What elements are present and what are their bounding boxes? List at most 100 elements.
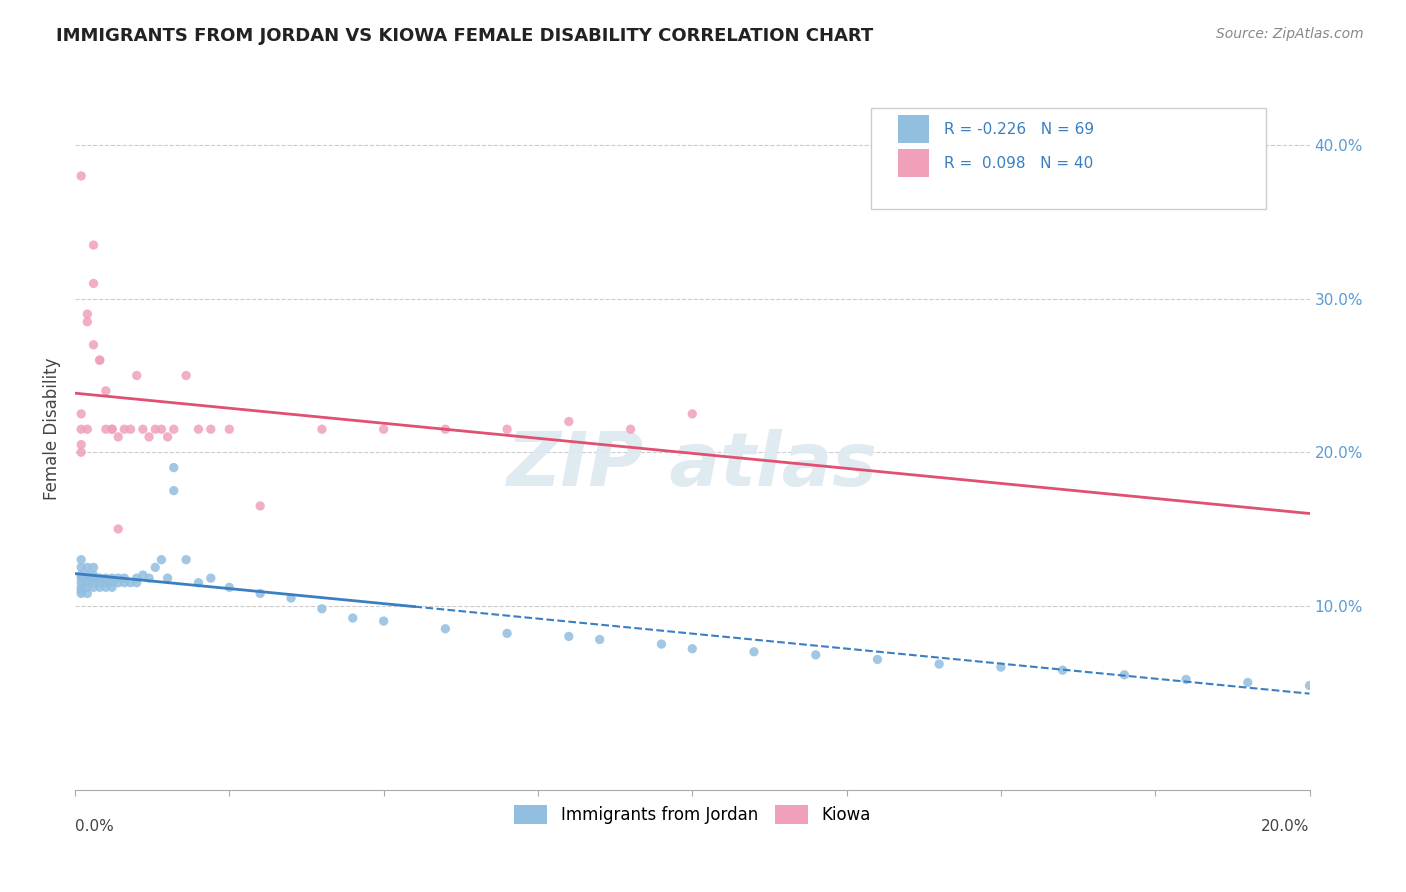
FancyBboxPatch shape (898, 115, 929, 143)
Point (218, 422, 240, 436)
Point (249, 499, 271, 513)
Y-axis label: Female Disability: Female Disability (44, 358, 60, 500)
Point (619, 422, 641, 436)
Point (1236, 675, 1258, 690)
Point (496, 626, 519, 640)
Point (89, 580, 111, 594)
Point (1052, 663, 1074, 677)
Point (107, 571, 129, 585)
Point (83, 571, 105, 585)
Point (496, 422, 519, 436)
Text: 20.0%: 20.0% (1261, 819, 1309, 834)
Point (163, 460, 186, 475)
Point (132, 568, 155, 582)
Point (218, 580, 240, 594)
Point (101, 422, 124, 436)
Point (174, 552, 197, 566)
Point (76, 422, 98, 436)
Point (101, 580, 124, 594)
Point (373, 614, 395, 628)
Point (101, 575, 124, 590)
Point (83, 238, 105, 252)
Point (143, 560, 166, 574)
Point (558, 629, 581, 643)
Point (89, 575, 111, 590)
Point (70, 560, 93, 574)
Point (928, 657, 950, 671)
Point (156, 430, 179, 444)
Text: Source: ZipAtlas.com: Source: ZipAtlas.com (1216, 27, 1364, 41)
Point (681, 407, 703, 421)
Text: R =  0.098   N = 40: R = 0.098 N = 40 (943, 155, 1094, 170)
Point (76, 575, 98, 590)
Point (70, 583, 93, 598)
Text: ZIP atlas: ZIP atlas (506, 429, 877, 502)
Point (138, 430, 160, 444)
Point (112, 422, 135, 436)
Point (311, 602, 333, 616)
Point (70, 407, 93, 421)
Point (89, 353, 111, 368)
Point (143, 422, 166, 436)
Point (70, 445, 93, 459)
Point (132, 422, 155, 436)
Point (558, 415, 581, 429)
Point (70, 422, 93, 436)
Text: 0.0%: 0.0% (75, 819, 114, 834)
Point (650, 637, 672, 651)
Point (107, 522, 129, 536)
Point (174, 368, 197, 383)
Point (94, 422, 117, 436)
Point (120, 575, 142, 590)
Point (89, 353, 111, 368)
Point (280, 591, 302, 605)
Point (83, 560, 105, 574)
Point (1360, 683, 1382, 698)
Point (742, 645, 765, 659)
Point (76, 580, 98, 594)
Point (70, 571, 93, 585)
Point (125, 368, 148, 383)
Point (342, 611, 364, 625)
Point (150, 422, 173, 436)
Point (70, 437, 93, 451)
Point (200, 422, 222, 436)
Point (70, 568, 93, 582)
Point (94, 571, 117, 585)
Point (125, 575, 148, 590)
Point (89, 571, 111, 585)
Point (76, 560, 98, 574)
Point (589, 632, 612, 647)
Point (76, 568, 98, 582)
Point (94, 580, 117, 594)
Point (70, 586, 93, 600)
FancyBboxPatch shape (872, 108, 1267, 210)
Point (107, 575, 129, 590)
Point (112, 571, 135, 585)
Point (1298, 679, 1320, 693)
Point (83, 277, 105, 291)
Point (101, 422, 124, 436)
Point (187, 422, 209, 436)
Point (156, 571, 179, 585)
Point (107, 430, 129, 444)
Point (101, 571, 124, 585)
Point (94, 384, 117, 398)
Point (804, 648, 827, 662)
Point (120, 422, 142, 436)
Point (200, 571, 222, 585)
Point (1114, 668, 1136, 682)
Point (112, 575, 135, 590)
Point (70, 580, 93, 594)
Point (434, 622, 457, 636)
Legend: Immigrants from Jordan, Kiowa: Immigrants from Jordan, Kiowa (506, 797, 879, 832)
Point (76, 315, 98, 329)
Point (70, 169, 93, 183)
Point (125, 571, 148, 585)
Point (70, 575, 93, 590)
Point (163, 483, 186, 498)
Text: R = -0.226   N = 69: R = -0.226 N = 69 (943, 121, 1094, 136)
Point (83, 575, 105, 590)
Point (94, 575, 117, 590)
Point (76, 586, 98, 600)
